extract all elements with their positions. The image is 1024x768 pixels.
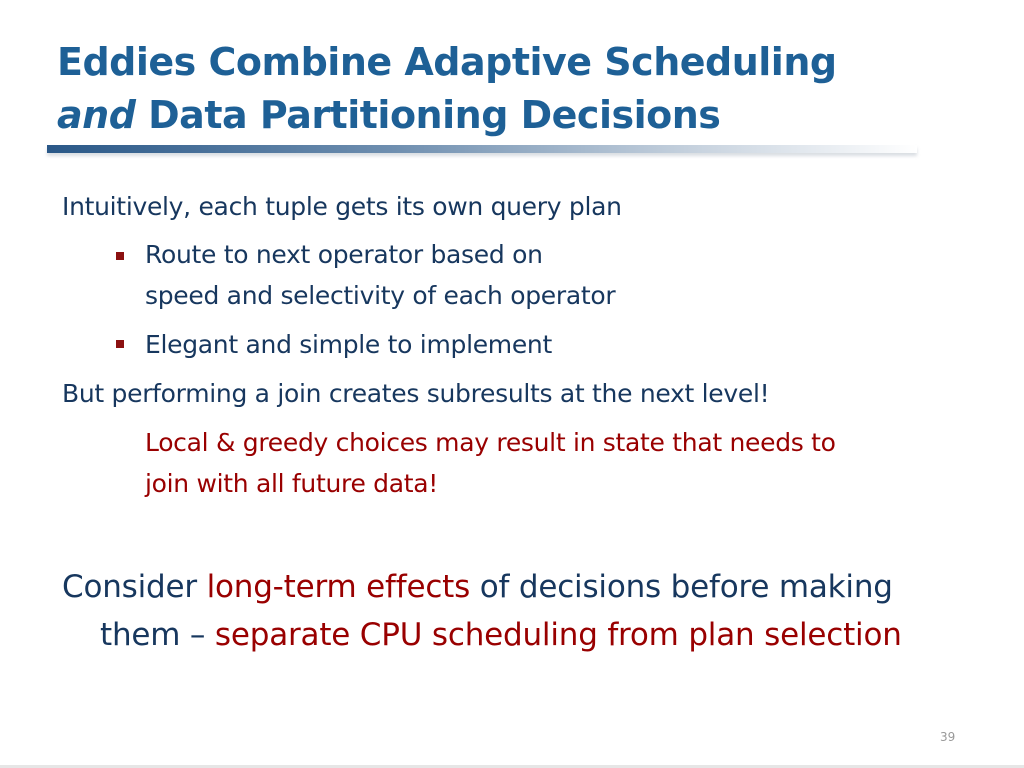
point-1: Intuitively, each tuple gets its own que…	[62, 192, 622, 221]
bottom-border	[0, 765, 1024, 768]
title-line-2: and Data Partitioning Decisions	[57, 89, 837, 142]
conclusion-text: Consider	[62, 569, 207, 605]
slide-number: 39	[940, 730, 956, 744]
bullet-icon	[116, 252, 124, 260]
title-rest: Data Partitioning Decisions	[135, 93, 721, 137]
note-line-2: join with all future data!	[145, 469, 439, 498]
conclusion-line-2: them – separate CPU scheduling from plan…	[100, 617, 902, 653]
sub-point-2: Elegant and simple to implement	[145, 330, 552, 359]
point-2: But performing a join creates subresults…	[62, 379, 770, 408]
slide-title: Eddies Combine Adaptive Scheduling and D…	[57, 36, 837, 142]
conclusion-text: them –	[100, 617, 215, 653]
conclusion-text: of decisions before making	[470, 569, 893, 605]
title-italic: and	[57, 93, 136, 137]
bullet-icon	[116, 340, 124, 348]
conclusion-line-1: Consider long-term effects of decisions …	[62, 569, 893, 605]
note-line-1: Local & greedy choices may result in sta…	[145, 428, 836, 457]
conclusion-highlight: separate CPU scheduling from plan select…	[214, 617, 902, 653]
sub-point-1-line-2: speed and selectivity of each operator	[145, 281, 616, 310]
sub-point-1-line-1: Route to next operator based on	[145, 240, 543, 269]
title-line-1: Eddies Combine Adaptive Scheduling	[57, 40, 837, 84]
title-divider	[47, 145, 917, 153]
conclusion-highlight: long-term effects	[206, 569, 471, 605]
